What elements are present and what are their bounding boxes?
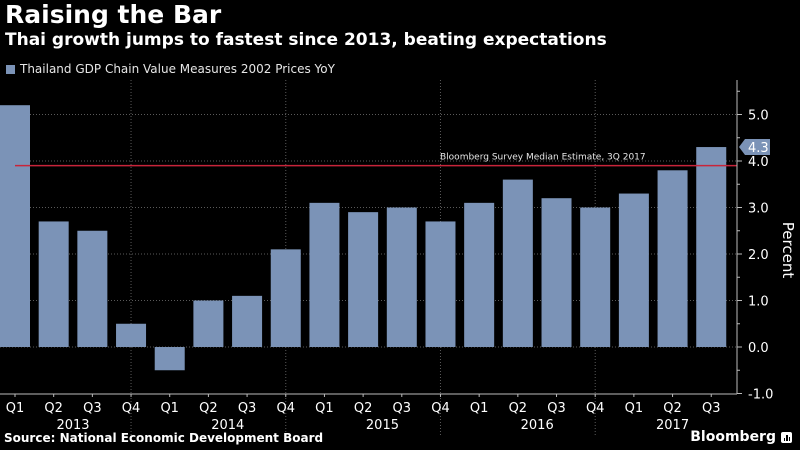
y-tick-label: 1.0: [748, 295, 769, 310]
y-tick-label: 3.0: [748, 202, 769, 217]
year-label: 2017: [656, 418, 689, 433]
x-tick-label: Q4: [431, 401, 450, 416]
year-label: 2013: [56, 418, 89, 433]
year-label: 2016: [521, 418, 554, 433]
x-tick-label: Q1: [315, 401, 334, 416]
y-axis-label: Percent: [779, 222, 797, 279]
year-label: 2015: [366, 418, 399, 433]
x-tick-label: Q3: [702, 401, 721, 416]
bar: [502, 179, 533, 347]
x-tick-label: Q3: [547, 401, 566, 416]
x-tick-label: Q2: [44, 401, 63, 416]
last-value-label: 4.3: [748, 141, 769, 156]
bar: [580, 207, 611, 347]
bar: [270, 249, 301, 347]
bar: [425, 221, 456, 347]
bar: [464, 202, 495, 347]
x-tick-label: Q1: [160, 401, 179, 416]
bar: [386, 207, 417, 347]
x-tick-label: Q2: [663, 401, 682, 416]
reference-line-label: Bloomberg Survey Median Estimate, 3Q 201…: [440, 153, 646, 163]
bar: [38, 221, 69, 347]
legend-label: Thailand GDP Chain Value Measures 2002 P…: [20, 62, 335, 76]
year-label: 2014: [211, 418, 244, 433]
y-tick-label: 5.0: [748, 109, 769, 124]
x-tick-label: Q4: [277, 401, 296, 416]
x-tick-label: Q4: [122, 401, 141, 416]
bars: [0, 105, 727, 371]
x-tick-label: Q2: [354, 401, 373, 416]
x-tick-label: Q3: [83, 401, 102, 416]
bar: [154, 347, 185, 371]
x-tick-label: Q4: [586, 401, 605, 416]
bar: [0, 105, 30, 347]
bar: [309, 202, 340, 347]
brand-label: Bloomberg: [690, 429, 776, 445]
legend: Thailand GDP Chain Value Measures 2002 P…: [6, 62, 335, 76]
bar: [618, 193, 649, 347]
x-tick-label: Q1: [625, 401, 644, 416]
y-tick-label: 2.0: [748, 248, 769, 263]
bar: [348, 212, 379, 347]
reference-line-group: Bloomberg Survey Median Estimate, 3Q 201…: [15, 153, 737, 167]
y-tick-label: -1.0: [748, 388, 773, 403]
x-tick-label: Q3: [238, 401, 257, 416]
source-note: Source: National Economic Development Bo…: [4, 431, 324, 445]
last-value-callout: [739, 139, 770, 156]
y-tick-label: 0.0: [748, 341, 769, 356]
bar: [116, 323, 147, 347]
x-axis: Q1 Q2 Q3 Q4 Q1 Q2 Q3 Q4 Q1 Q2 Q3 Q4 Q1 Q2 Q3 Q4 Q1 Q2 Q3 20…: [0, 393, 737, 433]
y-axis: -1.0 0.0 1.0 2.0 3.0 4.0 5.0 4.3: [736, 80, 773, 403]
bar: [232, 295, 263, 347]
bar: [193, 300, 224, 347]
chart-title: Raising the Bar: [5, 0, 222, 29]
x-tick-label: Q2: [199, 401, 218, 416]
bloomberg-brand: Bloomberg: [690, 429, 792, 445]
x-tick-label: Q1: [6, 401, 25, 416]
chart-subtitle: Thai growth jumps to fastest since 2013,…: [5, 30, 607, 50]
x-tick-label: Q2: [509, 401, 528, 416]
bar: [696, 147, 727, 347]
bar: [541, 198, 572, 347]
y-tick-label: 4.0: [748, 155, 769, 170]
legend-swatch: [6, 64, 15, 74]
bloomberg-logo-icon: [781, 431, 792, 443]
bar: [657, 170, 688, 347]
x-tick-label: Q1: [470, 401, 489, 416]
x-tick-label: Q3: [393, 401, 412, 416]
bar: [77, 230, 108, 347]
